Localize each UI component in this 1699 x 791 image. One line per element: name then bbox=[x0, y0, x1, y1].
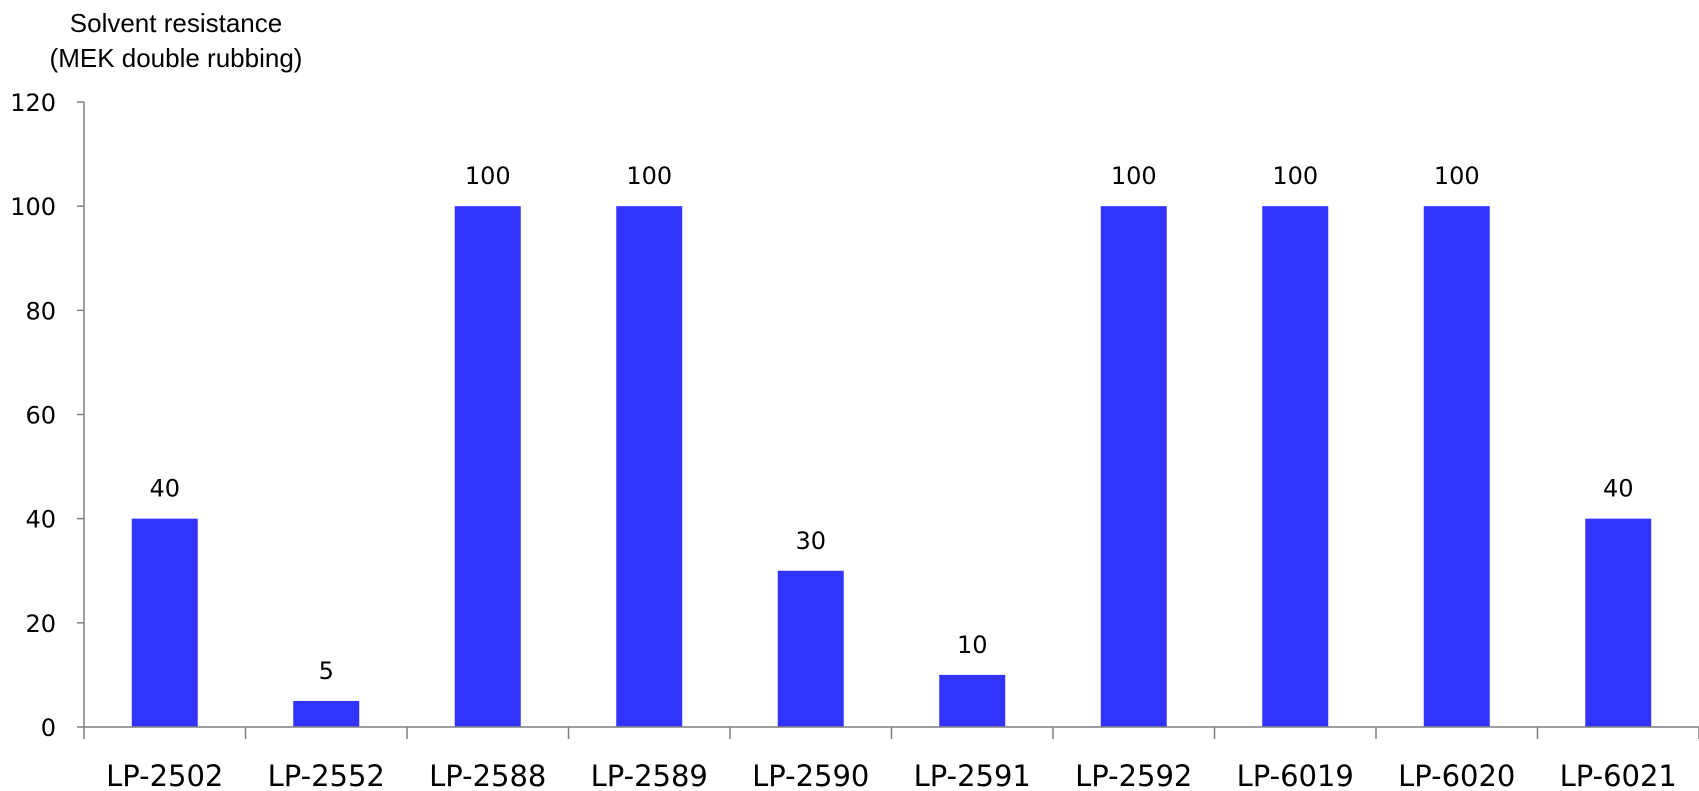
bar bbox=[939, 674, 1006, 727]
bar bbox=[1262, 206, 1329, 727]
bar bbox=[131, 518, 198, 727]
y-axis-ticks: 0 20 40 60 80 100 120 bbox=[10, 89, 84, 742]
bar bbox=[1100, 206, 1167, 727]
data-label: 100 bbox=[465, 162, 511, 190]
y-axis-label-line-1: Solvent resistance bbox=[70, 8, 282, 38]
x-tick-label: LP-6021 bbox=[1560, 759, 1677, 791]
data-label: 10 bbox=[957, 631, 988, 659]
bar bbox=[616, 206, 683, 727]
y-tick-label: 80 bbox=[25, 297, 56, 325]
bar bbox=[293, 700, 360, 727]
bar bbox=[777, 570, 844, 727]
data-label: 40 bbox=[1603, 475, 1634, 503]
y-tick-label: 40 bbox=[25, 506, 56, 534]
x-tick-label: LP-6020 bbox=[1398, 759, 1515, 791]
data-label: 100 bbox=[1272, 162, 1318, 190]
y-tick-label: 20 bbox=[25, 610, 56, 638]
data-label: 100 bbox=[626, 162, 672, 190]
y-axis-label-line-2: (MEK double rubbing) bbox=[50, 43, 303, 73]
data-label: 30 bbox=[795, 527, 826, 555]
data-label: 100 bbox=[1111, 162, 1157, 190]
x-tick-label: LP-2502 bbox=[106, 759, 223, 791]
y-tick-label: 120 bbox=[10, 89, 56, 117]
bars-group bbox=[131, 206, 1652, 727]
x-tick-label: LP-2589 bbox=[591, 759, 708, 791]
y-tick-label: 100 bbox=[10, 193, 56, 221]
x-tick-label: LP-2592 bbox=[1075, 759, 1192, 791]
bar bbox=[1585, 518, 1652, 727]
bar bbox=[454, 206, 521, 727]
x-tick-label: LP-2590 bbox=[752, 759, 869, 791]
x-tick-label: LP-2552 bbox=[268, 759, 385, 791]
x-tick-label: LP-6019 bbox=[1237, 759, 1354, 791]
value-labels: 40 5 100 100 30 10 100 100 100 40 bbox=[149, 162, 1633, 685]
y-tick-label: 0 bbox=[41, 714, 56, 742]
x-tick-label: LP-2591 bbox=[914, 759, 1031, 791]
bar bbox=[1423, 206, 1490, 727]
data-label: 5 bbox=[319, 657, 334, 685]
y-tick-label: 60 bbox=[25, 402, 56, 430]
data-label: 40 bbox=[149, 475, 180, 503]
x-tick-label: LP-2588 bbox=[429, 759, 546, 791]
data-label: 100 bbox=[1434, 162, 1480, 190]
x-axis-ticks: LP-2502 LP-2552 LP-2588 LP-2589 LP-2590 LP-25… bbox=[83, 727, 1699, 791]
